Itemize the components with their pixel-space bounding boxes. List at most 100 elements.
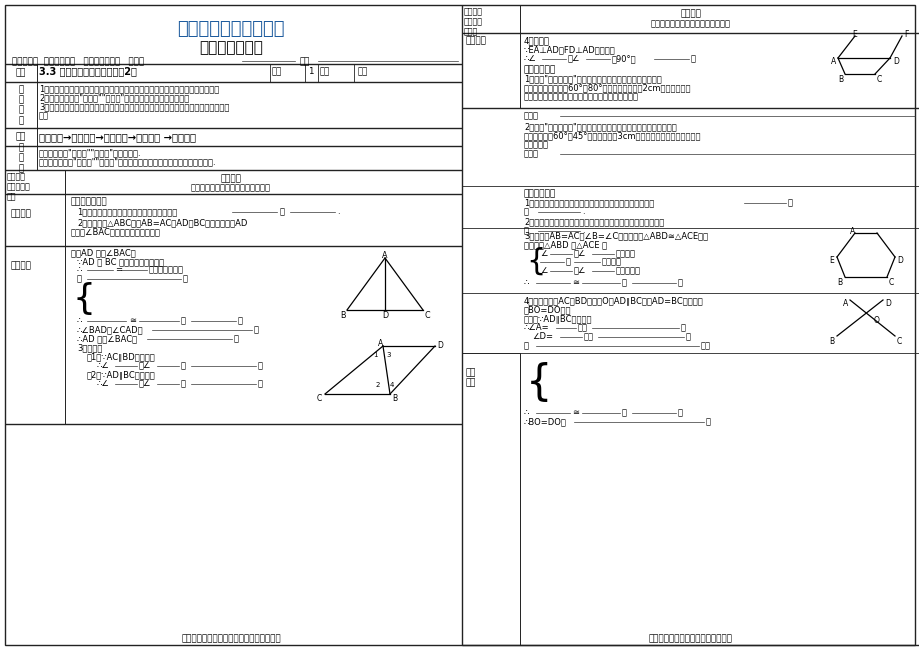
Text: 课型: 课型 [320,67,330,76]
Text: E: E [828,256,833,265]
Text: 二、探索练习: 二、探索练习 [524,65,556,74]
Text: 学生活动: 学生活动 [221,174,241,183]
Text: C: C [888,278,893,287]
Text: 或: 或 [524,226,528,235]
Text: ）: ） [257,361,263,370]
Text: 证明：在△ABD 和△ACE 中: 证明：在△ABD 和△ACE 中 [524,240,607,249]
Text: ≅: ≅ [572,278,578,287]
Text: B: B [391,394,397,403]
Text: 学
习
目
标: 学 习 目 标 [18,85,24,125]
Text: 个三角形吗？你画的三角形与同伴画的一定全等吗？: 个三角形吗？你画的三角形与同伴画的一定全等吗？ [524,92,639,101]
Text: 个内角分别是60°和45°，一条边长为3cm，你画的三角形与同伴画的一: 个内角分别是60°和45°，一条边长为3cm，你画的三角形与同伴画的一 [524,131,701,140]
Text: 强湾中学导学案: 强湾中学导学案 [199,40,263,55]
Text: ）: ） [690,54,696,63]
Text: 结论：: 结论： [524,111,539,120]
Text: 明BO=DO吗？: 明BO=DO吗？ [524,305,571,314]
Text: O: O [873,316,879,325]
Text: 4、如图，: 4、如图， [524,36,550,45]
Text: 课时: 课时 [272,67,282,76]
Text: {: { [526,362,552,404]
Text: ∴: ∴ [77,316,83,325]
Bar [5,194,65,246]
Text: （公共角）: （公共角） [616,266,641,275]
Text: 1、两角和它们的夹边对应相等的两个三角形全等，简写成: 1、两角和它们的夹边对应相等的两个三角形全等，简写成 [524,198,653,207]
Text: ）: ） [686,332,690,341]
Text: C: C [317,394,322,403]
Text: 结论：: 结论： [524,149,539,158]
Bar [5,170,65,194]
Text: 3、如图，: 3、如图， [77,343,102,352]
Text: {: { [526,246,545,276]
Text: （: （ [621,278,627,287]
Text: ∠D=: ∠D= [531,332,552,341]
Text: 难点：用三角形"角边角""角角边"的条件进行有条理的思考并进行简单的推理.: 难点：用三角形"角边角""角角边"的条件进行有条理的思考并进行简单的推理. [39,157,216,166]
Text: 形的两个内角分别是60°和80°，它们所夹的边为2cm，你能画出这: 形的两个内角分别是60°和80°，它们所夹的边为2cm，你能画出这 [524,83,691,92]
Text: 解：AD 平分∠BAC。: 解：AD 平分∠BAC。 [71,248,136,257]
Text: 4、如图，已知AC与BD交于点O，AD∥BC，且AD=BC，你能说: 4、如图，已知AC与BD交于点O，AD∥BC，且AD=BC，你能说 [524,296,703,305]
Text: 学科：数学  年级：七年级   主备人：王花香   审批：: 学科：数学 年级：七年级 主备人：王花香 审批： [12,57,144,66]
Text: ∴∠: ∴∠ [524,54,537,63]
Text: ）: ） [233,334,239,343]
Text: ∴: ∴ [77,265,83,274]
Text: （: （ [621,408,627,417]
Text: ∴BO=DO（: ∴BO=DO（ [524,417,566,426]
Text: 精编北师大版数学资料: 精编北师大版数学资料 [177,20,285,38]
Text: ∴∠A=: ∴∠A= [524,323,549,332]
Text: A: A [849,227,855,236]
Text: 中，: 中， [700,341,710,350]
Text: D: D [437,341,442,350]
Text: （2）∵AD∥BC（已知）: （2）∵AD∥BC（已知） [87,370,155,379]
Text: ∴: ∴ [524,278,528,287]
Text: （: （ [181,379,186,388]
Text: 重点：三角形"角边角""角角边"的全等条件.: 重点：三角形"角边角""角角边"的全等条件. [39,148,142,157]
Text: 学生: 学生 [300,57,311,66]
Text: A: A [381,251,387,260]
Text: 理。: 理。 [39,111,49,120]
Bar [5,146,37,170]
Text: D: D [884,299,890,308]
Text: .: . [582,226,584,235]
Text: （1）∵AC∥BD（已知）: （1）∵AC∥BD（已知） [87,352,155,361]
Text: ）: ） [705,417,710,426]
Text: 2、掌握三角形的"角边角""角角边"条件，了解三角形的稳定性。: 2、掌握三角形的"角边角""角角边"条件，了解三角形的稳定性。 [39,93,189,102]
Text: 2、两角和其中一角的对边对应相等的两个三角形全等，简写成: 2、两角和其中一角的对边对应相等的两个三角形全等，简写成 [524,217,664,226]
Text: ）: ） [677,278,682,287]
Text: 学习不怕根基浅，只要迈步总不迟。: 学习不怕根基浅，只要迈步总不迟。 [648,634,732,643]
Text: ）: ） [254,325,259,334]
Text: ≅: ≅ [572,408,578,417]
Text: 1、经历探索三角形全等条件的过程，体会利用操作、归纳获得数学结论的过程；: 1、经历探索三角形全等条件的过程，体会利用操作、归纳获得数学结论的过程； [39,84,219,93]
Text: 3、在探索三角形全等条件及其运用的过程中，能够进行有条理的思考并进行简单的推: 3、在探索三角形全等条件及其运用的过程中，能够进行有条理的思考并进行简单的推 [39,102,229,111]
Text: 能平分∠BAC吗？你能说明理由吗？: 能平分∠BAC吗？你能说明理由吗？ [71,227,161,236]
Text: D: D [381,311,388,320]
Text: （自主参与、合作探究、展示交流）: （自主参与、合作探究、展示交流） [191,183,271,192]
Text: ）: ） [238,316,243,325]
Bar [461,33,519,108]
Text: 流程: 流程 [16,133,27,142]
Text: 3.3 探索三角形全等的条件（2）: 3.3 探索三角形全等的条件（2） [39,66,137,76]
Text: A: A [378,339,383,348]
Text: C: C [425,311,430,320]
Text: 2、如图，在△ABC中，AB=AC，AD是BC边上的中线，AD: 2、如图，在△ABC中，AB=AC，AD是BC边上的中线，AD [77,218,247,227]
Text: 反思
小结: 反思 小结 [466,368,476,387]
Text: （: （ [181,361,186,370]
Text: 教师活动
（环节、
措施）: 教师活动 （环节、 措施） [463,7,482,37]
Text: 教师活动
（环节、措
施）: 教师活动 （环节、措 施） [7,172,30,202]
Text: C: C [876,75,881,84]
Text: ，（: ，（ [584,332,594,341]
Text: F: F [903,30,907,39]
Text: ）: ） [680,323,686,332]
Text: B: B [837,75,842,84]
Text: ）: ） [257,379,263,388]
Text: 1: 1 [308,67,313,76]
Text: 探索新知: 探索新知 [11,261,32,270]
Text: 或: 或 [279,207,285,216]
Text: ∠: ∠ [539,249,547,258]
Bar [461,5,519,33]
Text: （: （ [181,316,186,325]
Text: ＝∠: ＝∠ [567,54,580,63]
Text: D: D [896,256,902,265]
Text: ＝∠: ＝∠ [573,266,586,275]
Text: =: = [115,265,122,274]
Text: 一、准备活动：: 一、准备活动： [71,197,108,206]
Text: 2、如果"两角及一边"条件中的边是其中一角的对边，比如三角形两: 2、如果"两角及一边"条件中的边是其中一角的对边，比如三角形两 [524,122,676,131]
